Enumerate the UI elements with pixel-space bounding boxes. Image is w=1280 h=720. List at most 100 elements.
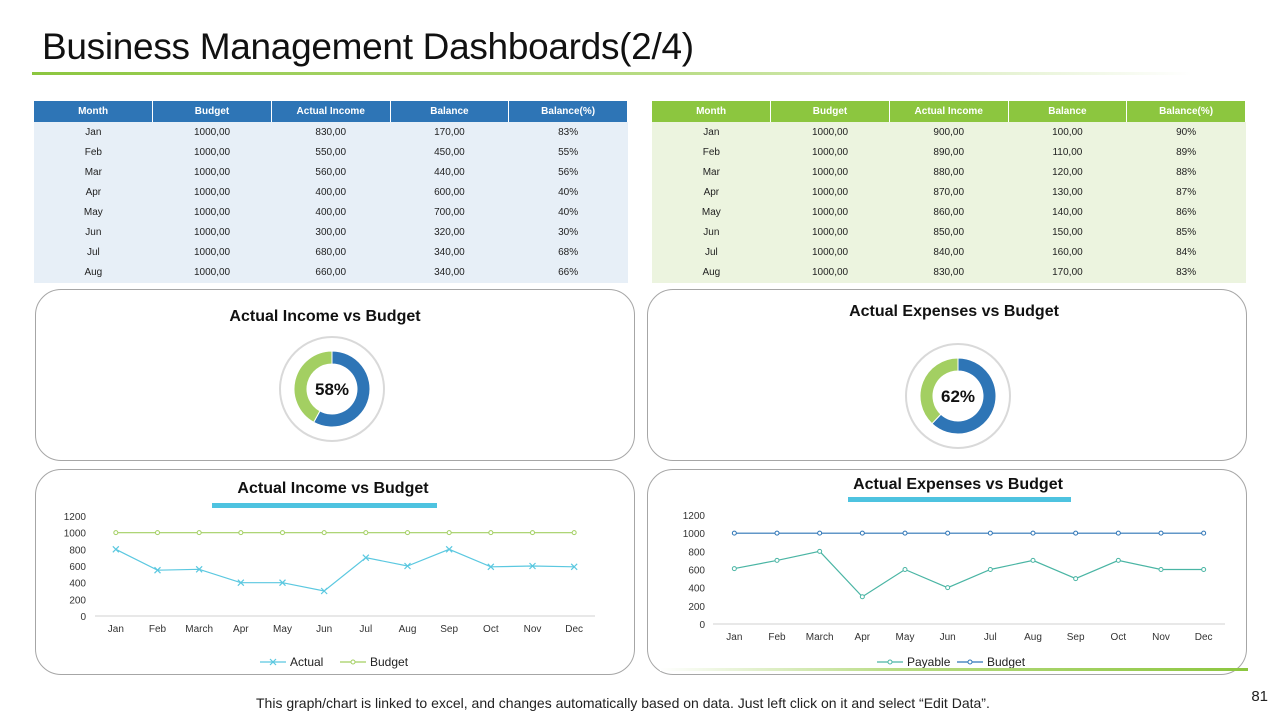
table-cell: 320,00 [390, 222, 509, 243]
donut-chart-title: Actual Income vs Budget [229, 308, 421, 325]
column-header: Actual Income [889, 101, 1009, 122]
expenses-donut-panel[interactable]: Actual Expenses vs Budget 62% [647, 289, 1247, 461]
legend-label: Budget [987, 655, 1026, 669]
table-cell: Apr [34, 182, 153, 203]
table-row: May 1000,00 860,00 140,00 86% [652, 202, 1246, 223]
table-cell: 850,00 [889, 222, 1009, 243]
data-point [945, 530, 951, 536]
x-tick-label: Aug [399, 624, 417, 635]
x-tick-label: Feb [149, 624, 167, 635]
data-point [488, 530, 494, 536]
income-donut-chart[interactable]: 58% [272, 329, 392, 449]
y-tick-label: 400 [688, 584, 705, 595]
data-point [195, 565, 203, 573]
data-point [445, 545, 453, 553]
table-cell: 83% [508, 122, 628, 143]
table-cell: 1000,00 [770, 262, 890, 283]
table-cell: 1000,00 [152, 162, 272, 183]
x-tick-label: Jul [359, 624, 372, 635]
table-cell: 68% [508, 242, 628, 263]
data-point [731, 530, 737, 536]
marker-stroke [362, 554, 370, 562]
table-cell: 550,00 [271, 142, 391, 163]
table-cell: 1000,00 [770, 122, 890, 143]
x-tick-label: Nov [1152, 632, 1170, 643]
table-row: Jan 1000,00 900,00 100,00 90% [652, 122, 1246, 143]
marker-stroke [445, 545, 453, 553]
table-cell: 900,00 [889, 122, 1009, 143]
table-cell: 1000,00 [152, 222, 272, 243]
data-point [529, 562, 536, 570]
table-cell: 870,00 [889, 182, 1009, 203]
table-row: Jun 1000,00 300,00 320,00 30% [34, 222, 628, 243]
donut-slice [919, 357, 959, 425]
column-header: Balance(%) [1126, 101, 1246, 122]
x-tick-label: Nov [524, 624, 542, 635]
data-point [817, 530, 823, 536]
data-point [1201, 530, 1207, 536]
table-cell: 1000,00 [770, 162, 890, 183]
data-point [774, 557, 780, 563]
table-cell: 170,00 [390, 122, 509, 143]
table-row: May 1000,00 400,00 700,00 40% [34, 202, 628, 223]
marker-stroke [487, 563, 495, 571]
x-tick-label: Sep [1067, 632, 1085, 643]
y-tick-label: 400 [69, 579, 86, 590]
table-cell: Jan [652, 122, 771, 143]
legend-label: Budget [370, 655, 409, 669]
table-cell: 170,00 [1008, 262, 1127, 283]
table-row: Aug 1000,00 830,00 170,00 83% [652, 262, 1246, 283]
expenses-line-panel[interactable]: Actual Expenses vs Budget 0 200 400 600 800 1… [647, 469, 1247, 675]
table-cell: 88% [1126, 162, 1246, 183]
table-cell: 56% [508, 162, 628, 183]
title-accent-bar [212, 503, 437, 508]
expenses-line-chart[interactable]: 0 200 400 600 800 1000 1200 Jan Feb March Apr May Ju… [648, 470, 1246, 674]
donut-slice [931, 357, 997, 435]
table-cell: 830,00 [271, 122, 391, 143]
line-chart-title: Actual Expenses vs Budget [853, 476, 1063, 493]
x-tick-label: Jul [984, 632, 997, 643]
data-point [363, 530, 369, 536]
table-cell: 860,00 [889, 202, 1009, 223]
x-tick-label: Dec [565, 624, 583, 635]
income-line-chart[interactable]: 0 200 400 600 800 1000 1200 Jan Feb March Apr May Ju… [36, 470, 634, 674]
table-cell: 840,00 [889, 242, 1009, 263]
data-point [405, 530, 410, 536]
table-cell: 1000,00 [152, 122, 272, 143]
x-tick-label: Jan [108, 624, 124, 635]
x-tick-label: May [273, 624, 292, 635]
marker-stroke [237, 579, 245, 587]
column-header: Month [652, 101, 772, 122]
x-tick-label: Aug [1024, 632, 1042, 643]
table-cell: May [652, 202, 771, 223]
data-point [1030, 530, 1036, 536]
y-tick-label: 1200 [64, 512, 87, 523]
table-cell: 85% [1126, 222, 1246, 243]
donut-percent-label: 62% [941, 387, 975, 406]
page-title: Business Management Dashboards(2/4) [42, 26, 694, 67]
income-donut-panel[interactable]: Actual Income vs Budget 58% [35, 289, 635, 461]
table-cell: 150,00 [1008, 222, 1127, 243]
table-cell: 1000,00 [152, 182, 272, 203]
series-line [115, 548, 575, 592]
data-point [1115, 530, 1121, 536]
table-cell: Mar [34, 162, 153, 183]
donut-percent-label: 58% [315, 380, 349, 399]
marker-stroke [195, 565, 203, 573]
footer-note: This graph/chart is linked to excel, and… [256, 695, 990, 711]
data-point [113, 530, 119, 536]
table-cell: 140,00 [1008, 202, 1127, 223]
table-cell: 890,00 [889, 142, 1009, 163]
table-cell: 83% [1126, 262, 1246, 283]
table-cell: 1000,00 [152, 142, 272, 163]
income-line-panel[interactable]: Actual Income vs Budget 0 200 400 600 800 100… [35, 469, 635, 675]
data-point [321, 530, 327, 536]
expenses-donut-chart[interactable]: 62% [898, 336, 1018, 456]
table-cell: 110,00 [1008, 142, 1127, 163]
table-row: Jul 1000,00 840,00 160,00 84% [652, 242, 1246, 263]
table-cell: 120,00 [1008, 162, 1127, 183]
table-cell: 340,00 [390, 262, 509, 283]
y-tick-label: 600 [69, 562, 86, 573]
marker-stroke [320, 587, 328, 595]
table-cell: 130,00 [1008, 182, 1127, 203]
